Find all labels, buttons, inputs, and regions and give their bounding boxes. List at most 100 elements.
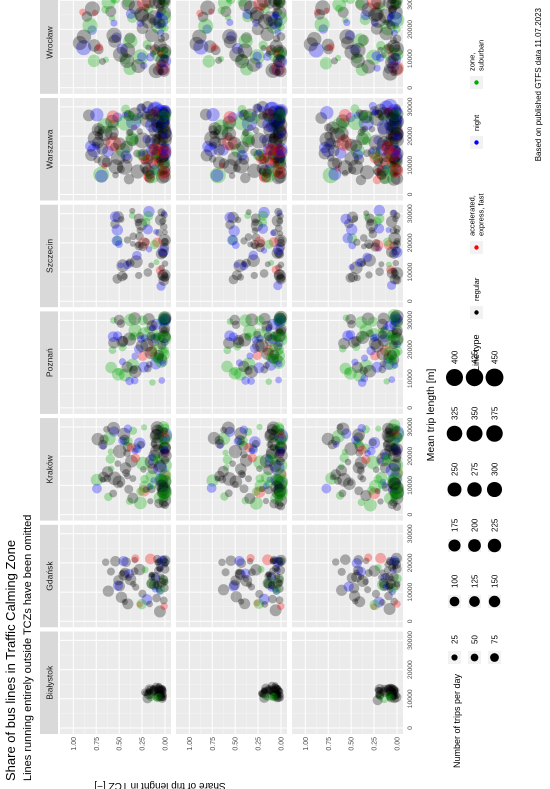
data-point	[387, 154, 395, 162]
data-point	[357, 109, 369, 121]
data-point	[384, 106, 399, 121]
data-point	[144, 689, 152, 697]
data-point	[275, 0, 284, 9]
data-point	[159, 107, 170, 118]
data-point	[238, 34, 253, 49]
data-point	[275, 440, 287, 453]
data-point	[382, 237, 393, 247]
data-point	[160, 338, 169, 347]
data-point	[273, 7, 283, 17]
data-point	[383, 144, 400, 161]
data-point	[269, 459, 282, 472]
data-point	[393, 437, 401, 444]
data-point	[274, 55, 288, 68]
data-point	[368, 436, 381, 449]
data-point	[389, 693, 399, 704]
data-point	[239, 484, 249, 494]
data-point	[369, 148, 376, 155]
data-point	[274, 310, 288, 324]
data-point	[264, 112, 276, 124]
data-point	[386, 267, 398, 279]
data-point	[153, 259, 160, 266]
data-point	[262, 168, 272, 179]
data-point	[160, 144, 169, 153]
data-point	[347, 233, 358, 244]
data-point	[115, 367, 123, 376]
data-point	[109, 211, 121, 223]
data-point	[264, 156, 278, 169]
data-point	[351, 435, 360, 445]
data-point	[161, 229, 168, 236]
data-point	[206, 474, 219, 487]
data-point	[386, 683, 395, 693]
data-point	[321, 143, 335, 158]
data-point	[379, 448, 392, 461]
size-legend-dot	[465, 368, 484, 387]
data-point	[161, 260, 169, 267]
data-point	[276, 327, 284, 335]
data-point	[276, 502, 286, 511]
data-point	[106, 110, 120, 124]
data-point	[264, 334, 278, 347]
data-point	[157, 128, 173, 144]
data-point	[263, 464, 274, 476]
data-point	[155, 474, 169, 488]
data-point	[266, 476, 273, 484]
data-point	[267, 318, 279, 330]
data-point	[124, 484, 134, 494]
data-point	[353, 154, 365, 165]
data-point	[158, 248, 168, 259]
data-point	[155, 685, 164, 695]
data-point	[342, 314, 350, 322]
data-point	[159, 433, 171, 445]
data-point	[148, 143, 160, 155]
data-point	[110, 219, 120, 229]
data-point	[213, 129, 221, 136]
data-point	[155, 53, 169, 67]
data-point	[156, 685, 167, 696]
data-point	[145, 152, 159, 166]
y-tick-label: 0.00	[279, 737, 286, 751]
data-point	[371, 0, 386, 10]
data-point	[128, 0, 143, 15]
data-point	[389, 486, 405, 501]
data-point	[265, 479, 274, 489]
data-point	[387, 172, 401, 186]
data-point	[333, 139, 341, 148]
data-point	[159, 555, 171, 567]
data-point	[271, 557, 279, 565]
data-point	[272, 44, 288, 60]
data-point	[385, 19, 394, 28]
size-legend-dot	[451, 654, 458, 661]
data-point	[125, 376, 134, 386]
data-point	[119, 462, 132, 474]
data-point	[237, 469, 246, 478]
data-point	[381, 98, 398, 115]
data-point	[156, 484, 172, 500]
data-point	[369, 7, 384, 22]
data-point	[120, 42, 136, 58]
data-point	[266, 136, 273, 143]
data-point	[208, 8, 215, 15]
data-point	[335, 465, 347, 477]
data-point	[267, 13, 283, 29]
data-point	[270, 332, 281, 343]
strip-bg	[40, 631, 58, 734]
data-point	[116, 335, 128, 348]
data-point	[159, 695, 166, 702]
data-point	[277, 230, 284, 237]
data-point	[244, 212, 252, 220]
data-point	[267, 352, 279, 364]
data-point	[276, 129, 284, 137]
data-point	[380, 20, 396, 36]
data-point	[273, 103, 289, 119]
data-point	[390, 692, 398, 699]
data-point	[248, 250, 259, 261]
data-point	[388, 684, 399, 695]
data-point	[368, 101, 377, 111]
data-point	[253, 598, 265, 610]
data-point	[120, 150, 132, 161]
data-point	[386, 158, 398, 169]
data-point	[384, 146, 397, 159]
data-point	[161, 427, 169, 435]
